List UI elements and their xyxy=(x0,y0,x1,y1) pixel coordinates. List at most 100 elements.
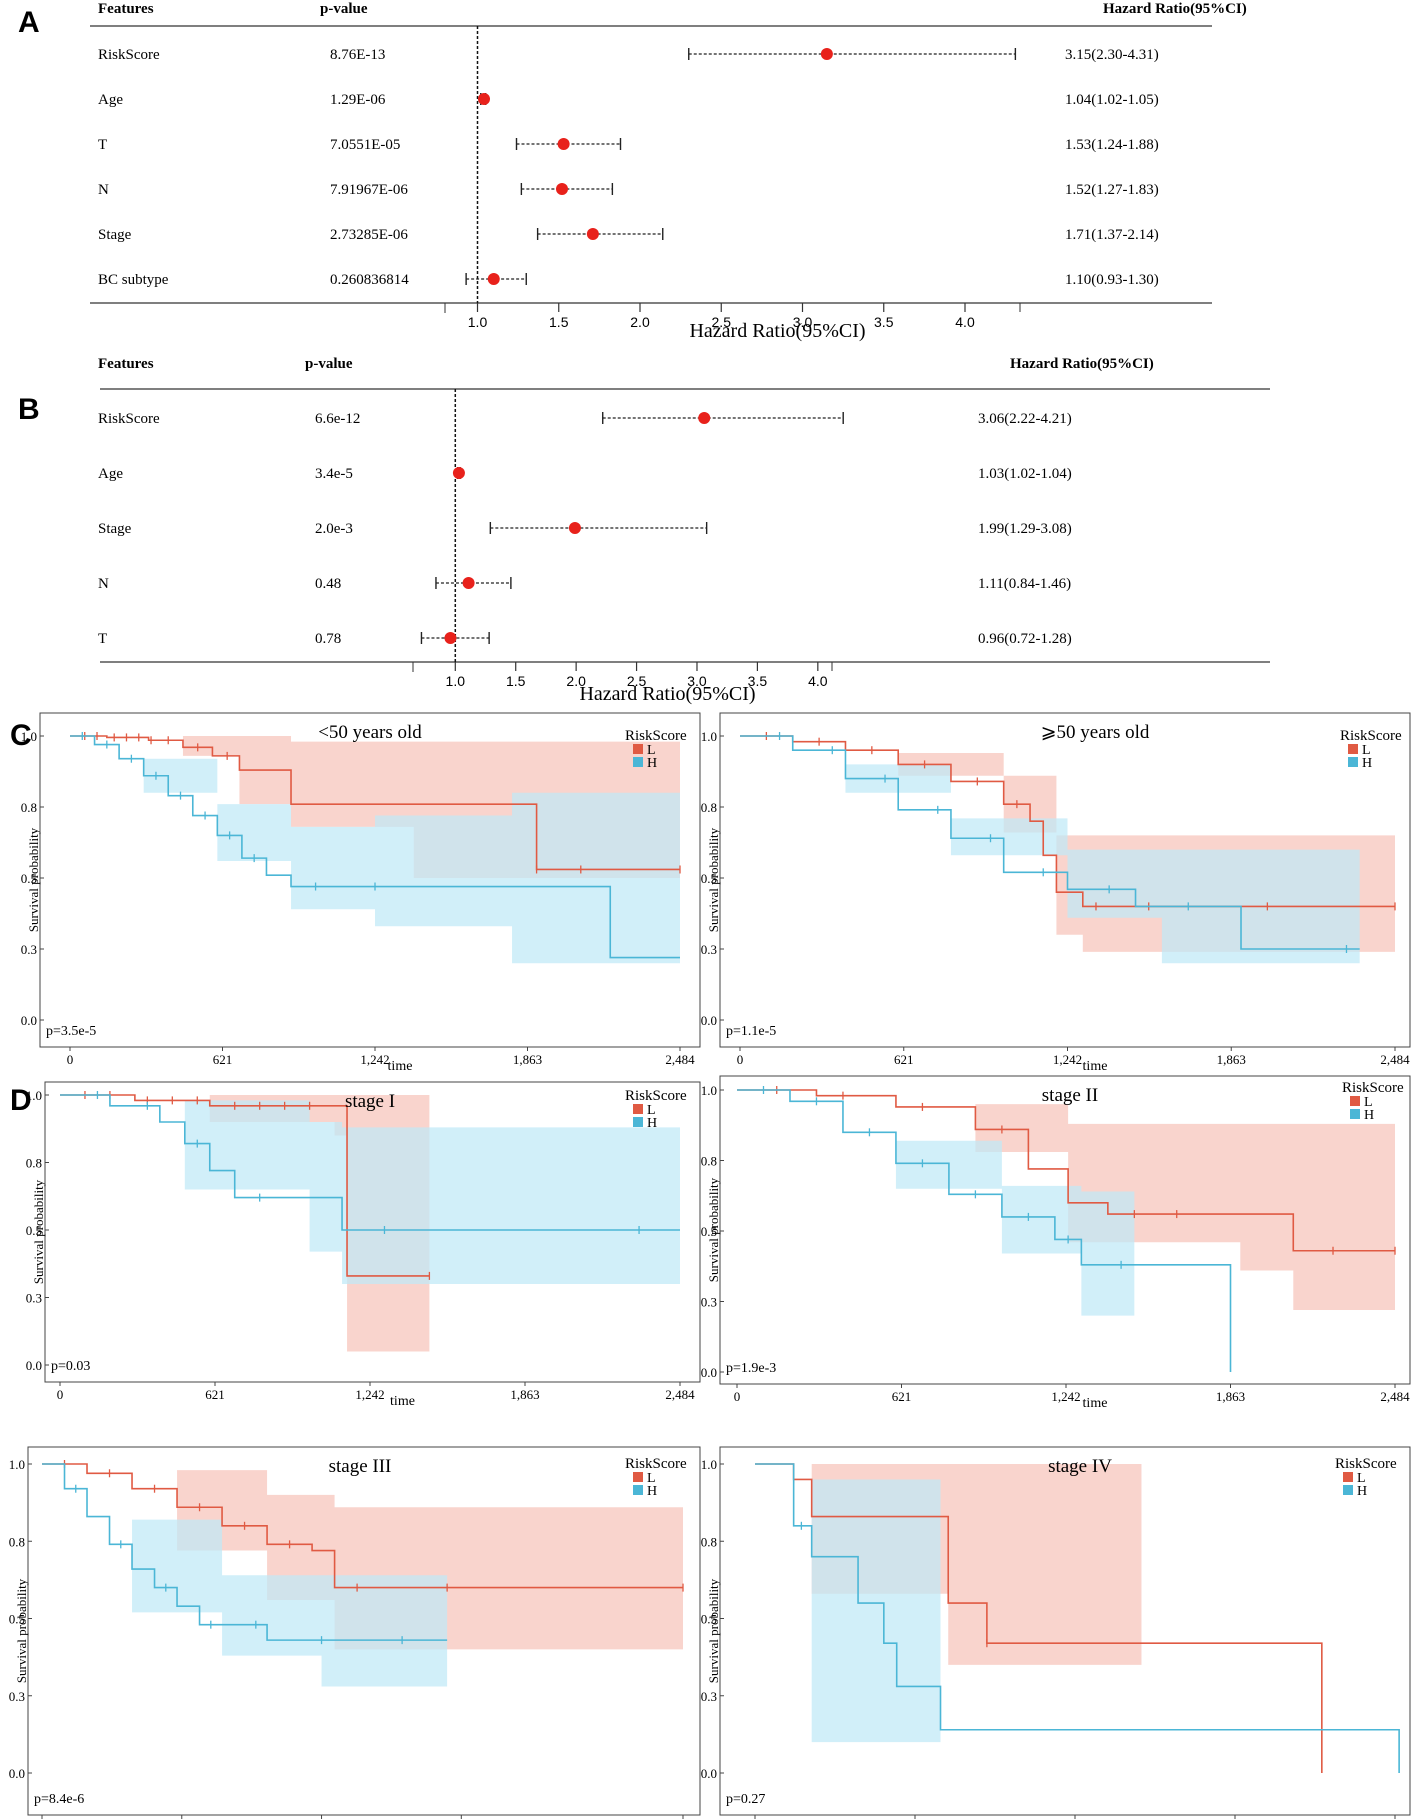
x-tick-label: 1,242 xyxy=(1053,1052,1082,1067)
y-axis-label: Survival probability xyxy=(706,1578,721,1683)
y-tick-label: 0.3 xyxy=(701,1295,717,1310)
hazard-ratio-text: 1.99(1.29-3.08) xyxy=(978,521,1072,537)
legend-swatch-h xyxy=(1343,1485,1353,1495)
legend-title: RiskScore xyxy=(625,1456,687,1472)
p-value-label: p=0.27 xyxy=(726,1792,765,1807)
feature-label: Age xyxy=(98,466,123,482)
x-tick-label: 0 xyxy=(737,1052,744,1067)
feature-label: RiskScore xyxy=(98,47,160,63)
plot-title: stage IV xyxy=(1048,1456,1112,1477)
feature-label: BC subtype xyxy=(98,272,169,288)
legend-swatch-h xyxy=(633,1117,643,1127)
legend-title: RiskScore xyxy=(625,1088,687,1104)
plot-title: stage III xyxy=(329,1456,392,1477)
legend-label-h: H xyxy=(647,756,657,771)
y-tick-label: 0.3 xyxy=(701,1689,717,1704)
x-tick-label: 1.5 xyxy=(549,314,569,330)
x-tick-label: 0 xyxy=(67,1052,74,1067)
y-tick-label: 1.0 xyxy=(21,729,37,744)
survival-curve-h xyxy=(740,735,1360,950)
km-plot-D1: D 0.0 0.3 0.5 0.8 1.0 0 621 1,242 1,863 2,484 time S… xyxy=(10,1081,701,1409)
hazard-ratio-text: 1.52(1.27-1.83) xyxy=(1065,182,1159,198)
y-tick-label: 0.0 xyxy=(701,1766,717,1781)
legend-swatch-l xyxy=(1348,744,1358,754)
y-tick-label: 0.0 xyxy=(9,1766,25,1781)
feature-label: N xyxy=(98,182,109,198)
p-value-label: p=0.03 xyxy=(51,1359,90,1374)
x-tick-label: 3.0 xyxy=(793,314,813,330)
y-tick-label: 0.5 xyxy=(701,1224,717,1239)
hazard-point xyxy=(462,577,475,589)
p-value: 8.76E-13 xyxy=(330,47,385,63)
y-tick-label: 0.0 xyxy=(701,1013,717,1028)
ci-band-l xyxy=(737,1090,1395,1310)
x-axis-label: time xyxy=(1083,1059,1108,1074)
hazard-point xyxy=(698,412,711,424)
survival-curve-h xyxy=(755,1463,1400,1773)
y-tick-label: 0.3 xyxy=(701,942,717,957)
ci-band-h xyxy=(42,1464,448,1687)
legend-title: RiskScore xyxy=(1342,1080,1404,1096)
x-tick-label: 1.0 xyxy=(446,673,466,689)
feature-label: T xyxy=(98,631,107,647)
hazard-point xyxy=(487,273,500,285)
forest-row: RiskScore 8.76E-13 3.15(2.30-4.31) xyxy=(98,47,1159,63)
km-plot-D4: 0.00.30.50.81.006211,2421,8632,484timeSu… xyxy=(701,1446,1411,1819)
x-tick-label: 1,242 xyxy=(360,1052,389,1067)
x-axis-label: time xyxy=(390,1394,415,1409)
ci-band-h xyxy=(740,736,1360,992)
feature-label: T xyxy=(98,137,107,153)
y-tick-label: 0.8 xyxy=(21,800,37,815)
legend-label-l: L xyxy=(1362,743,1371,758)
legend-swatch-h xyxy=(633,757,643,767)
panel-label: A xyxy=(18,6,40,39)
y-tick-label: 1.0 xyxy=(26,1088,42,1103)
plot-title: <50 years old xyxy=(318,722,422,743)
forest-row: Stage 2.73285E-06 1.71(1.37-2.14) xyxy=(98,227,1159,243)
x-tick-label: 621 xyxy=(894,1052,914,1067)
x-tick-label: 3.5 xyxy=(748,673,768,689)
p-value-label: p=1.9e-3 xyxy=(726,1361,776,1376)
forest-row: RiskScore 6.6e-12 3.06(2.22-4.21) xyxy=(98,411,1072,427)
x-tick-label: 2,484 xyxy=(665,1052,695,1067)
x-axis-label: Hazard Ratio(95%CI) xyxy=(689,320,865,342)
ci-band-h xyxy=(737,1090,1135,1316)
y-tick-label: 0.5 xyxy=(9,1612,25,1627)
km-plot-C2: 0.0 0.3 0.5 0.8 1.0 0 621 1,242 1,863 2,484 time Su… xyxy=(701,712,1411,1074)
ci-band-h xyxy=(755,1464,941,1764)
legend-swatch-h xyxy=(1348,757,1358,767)
survival-curve-h xyxy=(42,1463,448,1641)
p-value: 2.73285E-06 xyxy=(330,227,408,243)
hazard-point xyxy=(557,138,570,150)
legend-title: RiskScore xyxy=(1335,1456,1397,1472)
forest-row: T 7.0551E-05 1.53(1.24-1.88) xyxy=(98,137,1159,153)
x-tick-label: 1,242 xyxy=(1051,1389,1080,1404)
legend-label-l: L xyxy=(647,1471,656,1486)
hazard-point xyxy=(444,632,457,644)
y-tick-label: 0.8 xyxy=(701,800,717,815)
y-axis-label: Survival probability xyxy=(26,827,41,932)
survival-curve-l xyxy=(740,735,1395,908)
forest-row: Age 3.4e-5 1.03(1.02-1.04) xyxy=(98,466,1072,482)
hazard-ratio-text: 1.04(1.02-1.05) xyxy=(1065,92,1159,108)
hazard-ratio-text: 1.10(0.93-1.30) xyxy=(1065,272,1159,288)
y-tick-label: 0.8 xyxy=(701,1154,717,1169)
p-value-label: p=1.1e-5 xyxy=(726,1024,776,1039)
legend-swatch-l xyxy=(633,1104,643,1114)
hazard-ratio-text: 1.53(1.24-1.88) xyxy=(1065,137,1159,153)
legend-swatch-l xyxy=(1343,1472,1353,1482)
hazard-ratio-text: 0.96(0.72-1.28) xyxy=(978,631,1072,647)
plot-title: stage II xyxy=(1042,1085,1098,1106)
header-pvalue: p-value xyxy=(305,356,353,372)
y-tick-label: 1.0 xyxy=(9,1457,25,1472)
x-tick-label: 2.0 xyxy=(566,673,586,689)
hazard-ratio-text: 1.11(0.84-1.46) xyxy=(978,576,1071,592)
legend-label-l: L xyxy=(1357,1471,1366,1486)
legend-label-h: H xyxy=(647,1116,657,1131)
x-tick-label: 1.0 xyxy=(468,314,488,330)
header-pvalue: p-value xyxy=(320,1,368,17)
x-tick-label: 3.0 xyxy=(687,673,707,689)
p-value: 0.260836814 xyxy=(330,272,409,288)
y-tick-label: 0.3 xyxy=(21,942,37,957)
plot-title: ⩾50 years old xyxy=(1041,722,1150,743)
